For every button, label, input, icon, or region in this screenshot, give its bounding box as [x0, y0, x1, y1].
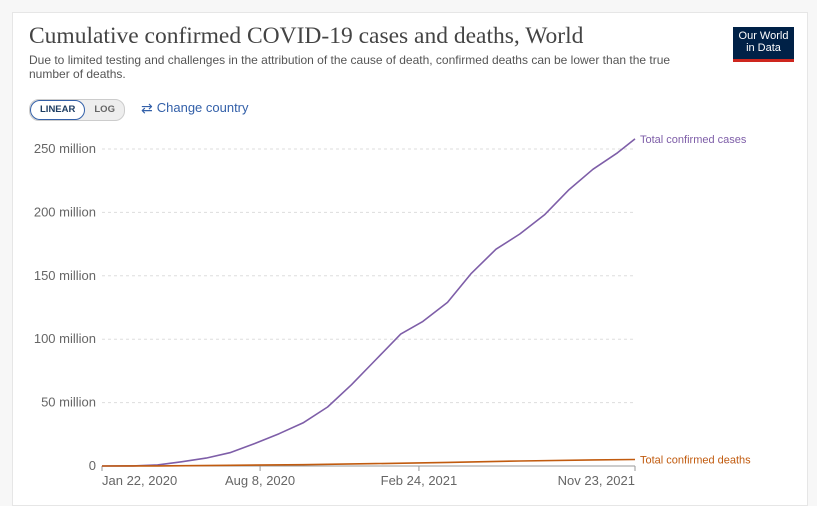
page-title: Cumulative confirmed COVID-19 cases and …: [29, 23, 584, 49]
y-tick-label: 0: [89, 458, 96, 473]
owid-logo[interactable]: Our World in Data: [733, 27, 794, 62]
x-tick-label: Nov 23, 2021: [558, 473, 635, 488]
x-tick-label: Feb 24, 2021: [381, 473, 458, 488]
y-tick-label: 100 million: [34, 331, 96, 346]
y-tick-label: 250 million: [34, 141, 96, 156]
logo-line-1: Our World: [738, 30, 789, 42]
y-tick-label: 200 million: [34, 204, 96, 219]
chart-card: Cumulative confirmed COVID-19 cases and …: [12, 12, 808, 506]
swap-arrows-icon: ⇄: [141, 99, 153, 116]
change-country-button[interactable]: ⇄ Change country: [141, 100, 249, 115]
x-tick-label: Jan 22, 2020: [102, 473, 177, 488]
deaths-series-label: Total confirmed deaths: [640, 454, 751, 466]
deaths-series-line: [101, 458, 636, 467]
scale-toggle: LINEAR LOG: [29, 99, 125, 121]
y-tick-label: 150 million: [34, 268, 96, 283]
cases-series-line: [101, 138, 636, 467]
log-scale-button[interactable]: LOG: [94, 104, 115, 115]
logo-line-2: in Data: [746, 42, 781, 54]
chart-subtitle: Due to limited testing and challenges in…: [29, 53, 671, 81]
linear-scale-button[interactable]: LINEAR: [30, 100, 86, 120]
x-tick-label: Aug 8, 2020: [225, 473, 295, 488]
cases-series-label: Total confirmed cases: [640, 134, 747, 146]
change-country-label: Change country: [156, 100, 249, 115]
y-tick-label: 50 million: [41, 395, 96, 410]
